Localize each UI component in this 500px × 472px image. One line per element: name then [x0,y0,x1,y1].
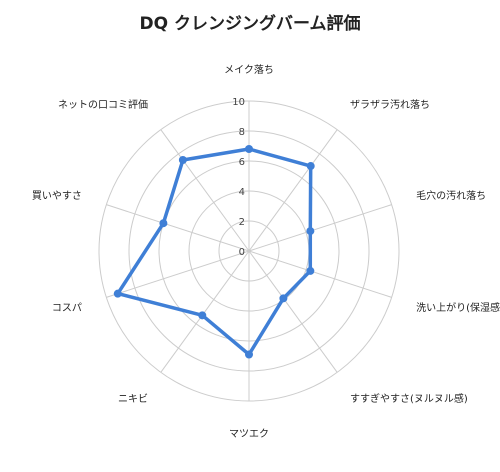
axis-label: コスパ [52,302,82,314]
grid-spoke [160,129,250,252]
axis-label: ネットの口コミ評価 [58,98,148,111]
grid-spoke [248,250,392,298]
data-point [306,227,315,236]
tick-label: 2 [239,217,245,228]
tick-label: 10 [232,97,245,108]
axis-label: ニキビ [118,393,148,405]
grid-spoke [248,129,338,252]
chart-title: DQ クレンジングバーム評価 [139,14,361,34]
grid-spoke [248,204,392,252]
series-line [116,147,313,357]
axis-label: ザラザラ汚れ落ち [350,98,430,111]
grid-spoke [248,250,338,373]
data-point [178,155,187,164]
grid-spoke [160,250,250,373]
tick-label: 6 [239,157,245,168]
axis-label: 洗い上がり(保湿感) [416,301,500,314]
grid-spokes [106,101,392,401]
axis-label: すすぎやすさ(ヌルヌル感) [350,392,468,405]
data-point [245,145,253,153]
tick-label: 0 [239,247,245,258]
grid-spoke [106,204,250,252]
data-point [245,350,253,359]
data-point [198,311,207,320]
series-layer [113,145,315,359]
grid-spoke [106,250,250,298]
radial-tick-labels: 0 2 4 6 8 10 [232,97,245,258]
tick-label: 8 [239,127,245,138]
axis-label: 買いやすさ [32,190,82,202]
data-point [306,162,315,171]
axis-label: 毛穴の汚れ落ち [416,189,486,202]
data-point [159,219,168,228]
data-point [113,289,122,298]
axis-label: マツエク [229,428,269,440]
data-point [279,294,288,303]
tick-label: 4 [239,187,245,198]
axis-label: メイク落ち [224,64,274,76]
data-point [306,266,315,275]
